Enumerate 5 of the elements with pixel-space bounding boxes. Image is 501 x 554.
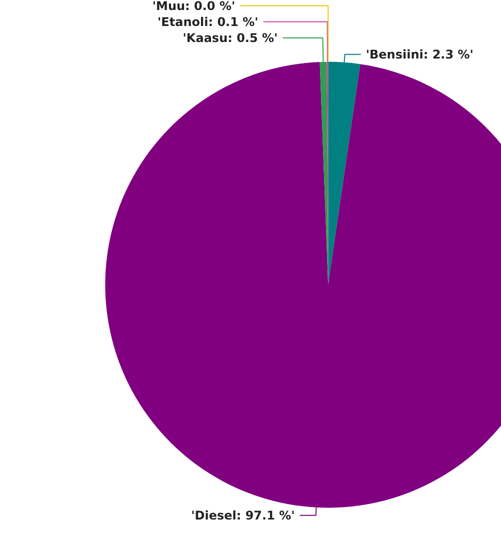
slice-label: 'Etanoli: 0.1 %' <box>158 14 258 29</box>
slice-label: 'Kaasu: 0.5 %' <box>182 30 278 45</box>
slice-label: 'Bensiini: 2.3 %' <box>366 47 474 62</box>
slice-label: 'Diesel: 97.1 %' <box>191 508 295 522</box>
category-label: 'Muu: 0.0 %' <box>152 0 236 13</box>
